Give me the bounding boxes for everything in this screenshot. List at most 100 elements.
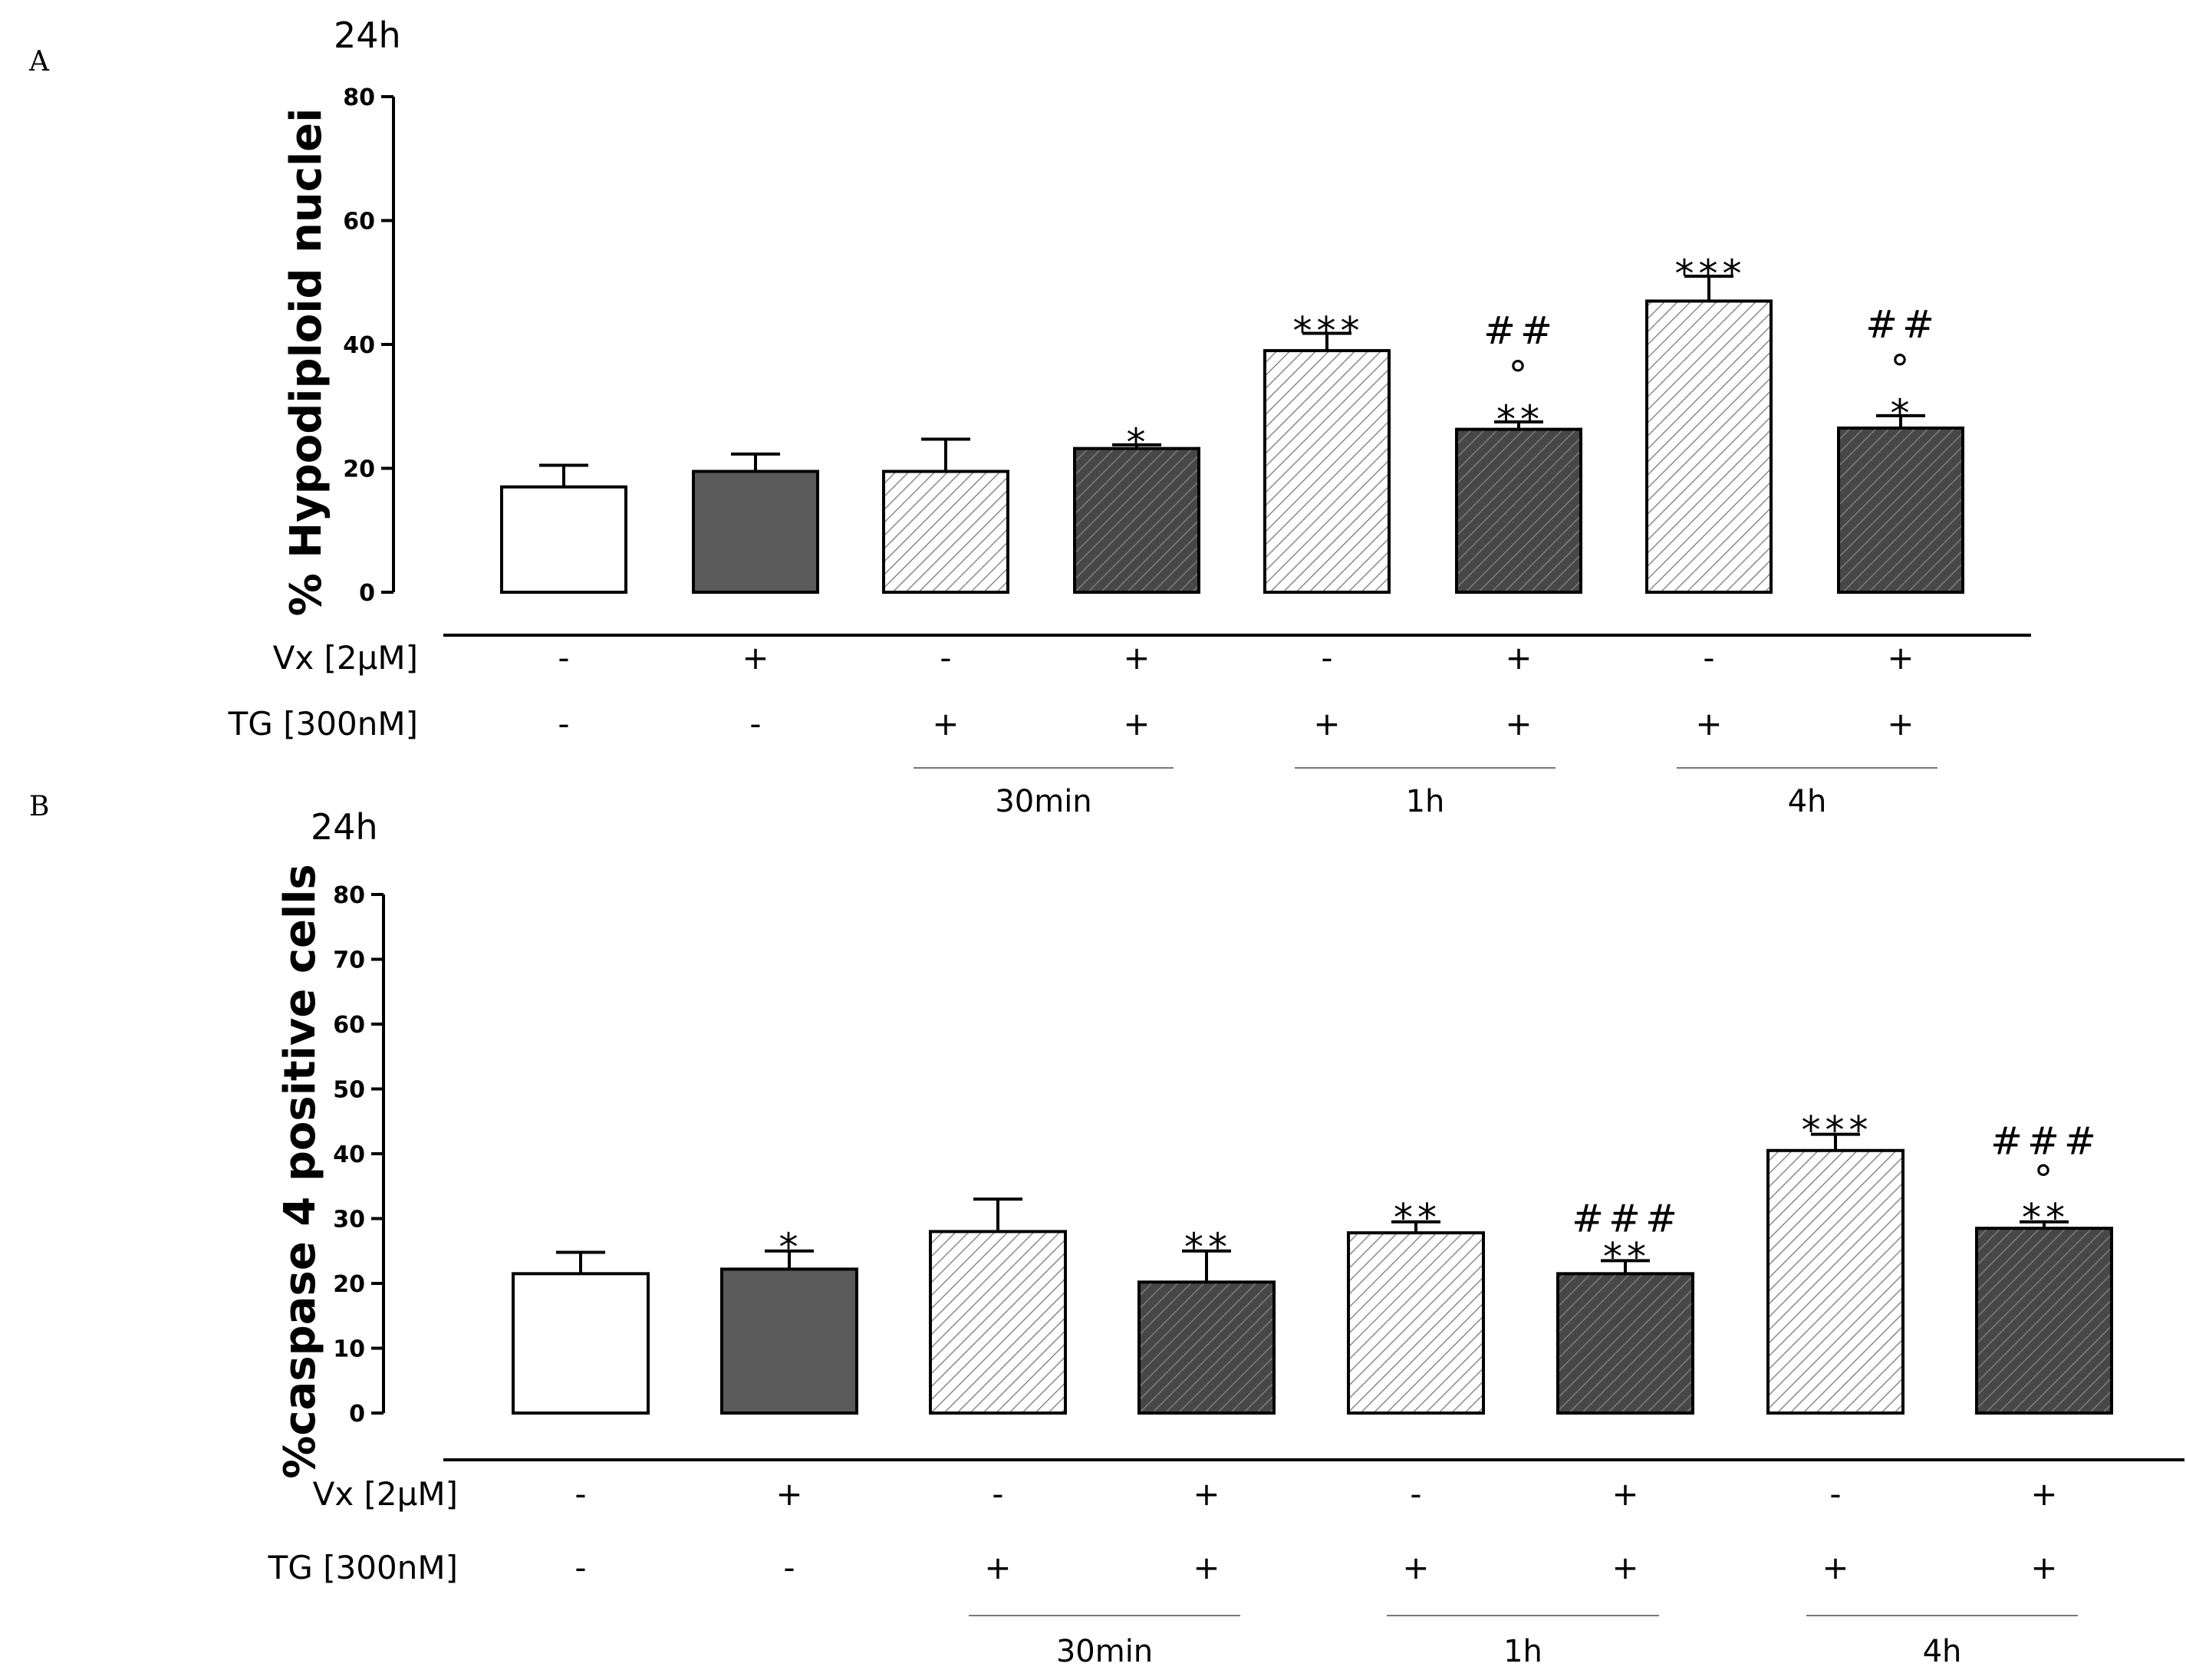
condition-value: - — [558, 705, 569, 743]
condition-value: + — [932, 705, 959, 743]
condition-label: TG [300nM] — [268, 1549, 458, 1586]
y-tick-label: 20 — [343, 456, 375, 483]
group-label: 30min — [995, 784, 1091, 819]
condition-value: + — [1193, 1475, 1220, 1513]
bar — [500, 485, 627, 594]
y-tick-label: 40 — [333, 1141, 365, 1168]
y-tick-label: 80 — [333, 882, 365, 909]
condition-value: - — [749, 705, 761, 743]
condition-value: - — [574, 1475, 586, 1513]
significance-label: ## — [1865, 302, 1939, 347]
significance-label: *** — [1802, 1108, 1873, 1153]
y-tick-label: 80 — [343, 84, 375, 111]
y-tick-label: 10 — [333, 1336, 365, 1363]
panel-b: B 24h %caspase 4 positive cells 0 10 20 30 4… — [29, 791, 2184, 1669]
panel-a-letter: A — [28, 46, 50, 77]
significance-label: ** — [1184, 1225, 1232, 1270]
condition-label: TG [300nM] — [228, 705, 418, 743]
bar — [1975, 1227, 2113, 1415]
bar — [1645, 299, 1773, 594]
panel-b-title: 24h — [311, 806, 378, 848]
y-tick-label: 0 — [359, 580, 375, 607]
condition-value: + — [1822, 1549, 1849, 1586]
significance-label: ** — [2022, 1196, 2069, 1240]
bar — [1137, 1280, 1276, 1415]
bar — [1837, 427, 1964, 595]
condition-value: + — [1887, 639, 1914, 677]
condition-value: - — [1410, 1475, 1421, 1513]
y-tick-label: 0 — [349, 1401, 365, 1428]
significance-label: * — [1891, 391, 1914, 436]
condition-value: + — [1193, 1549, 1220, 1586]
bar — [1556, 1272, 1694, 1415]
condition-value: + — [2030, 1475, 2057, 1513]
condition-value: - — [558, 639, 569, 677]
significance-label: * — [1127, 420, 1151, 465]
y-tick-label: 60 — [343, 209, 375, 236]
panel-a: A 24h % Hypodiploid nuclei 020406080****… — [28, 15, 2031, 819]
panel-a-y-axis-label: % Hypodiploid nuclei — [281, 108, 331, 617]
condition-value: + — [1695, 705, 1722, 743]
significance-label: ### — [1990, 1119, 2101, 1164]
bar — [1766, 1148, 1905, 1415]
y-tick-label: 60 — [333, 1012, 365, 1039]
y-tick-label: 40 — [343, 332, 375, 359]
bar — [1263, 349, 1391, 594]
significance-label: ** — [1496, 397, 1544, 442]
condition-value: - — [574, 1549, 586, 1586]
bar — [882, 469, 1009, 594]
condition-value: + — [742, 639, 769, 677]
y-tick-label: 70 — [333, 947, 365, 974]
y-tick-label: 50 — [333, 1077, 365, 1104]
condition-value: - — [1829, 1475, 1841, 1513]
group-label: 30min — [1056, 1634, 1153, 1669]
condition-value: - — [992, 1475, 1003, 1513]
bar — [1455, 427, 1582, 594]
bar — [512, 1272, 650, 1415]
panel-b-y-axis-label: %caspase 4 positive cells — [275, 864, 325, 1479]
significance-label: ### — [1572, 1196, 1682, 1240]
condition-value: - — [940, 639, 951, 677]
group-label: 4h — [1923, 1634, 1962, 1669]
condition-value: + — [1505, 705, 1532, 743]
panel-a-title: 24h — [334, 15, 401, 56]
significance-label: ** — [1603, 1234, 1651, 1279]
condition-value: + — [1505, 639, 1532, 677]
significance-label: ## — [1483, 308, 1557, 353]
condition-value: - — [1321, 639, 1332, 677]
condition-value: + — [1123, 705, 1150, 743]
condition-value: + — [1887, 705, 1914, 743]
bar — [929, 1230, 1067, 1415]
bar — [1347, 1231, 1485, 1415]
condition-value: + — [1313, 705, 1340, 743]
significance-label: ** — [1394, 1196, 1441, 1240]
significance-label: *** — [1675, 252, 1746, 296]
significance-label: *** — [1293, 308, 1365, 353]
condition-value: + — [2030, 1549, 2057, 1586]
condition-label: Vx [2μM] — [313, 1475, 458, 1513]
significance-label: ° — [1509, 353, 1533, 397]
y-tick-label: 20 — [333, 1271, 365, 1298]
condition-value: + — [775, 1475, 802, 1513]
bar — [720, 1267, 858, 1415]
y-tick-label: 30 — [333, 1207, 365, 1234]
bar — [1073, 446, 1200, 594]
significance-label: ° — [2034, 1158, 2058, 1202]
condition-value: + — [1612, 1549, 1638, 1586]
condition-label: Vx [2μM] — [273, 639, 418, 677]
bar — [692, 469, 819, 594]
significance-label: * — [779, 1225, 803, 1270]
group-label: 4h — [1788, 784, 1827, 819]
condition-value: + — [984, 1549, 1011, 1586]
panel-b-letter: B — [29, 791, 49, 822]
condition-value: + — [1123, 639, 1150, 677]
group-label: 1h — [1503, 1634, 1542, 1669]
condition-value: - — [783, 1549, 795, 1586]
condition-value: - — [1703, 639, 1714, 677]
condition-value: + — [1612, 1475, 1638, 1513]
group-label: 1h — [1406, 784, 1445, 819]
significance-label: ° — [1891, 347, 1914, 391]
